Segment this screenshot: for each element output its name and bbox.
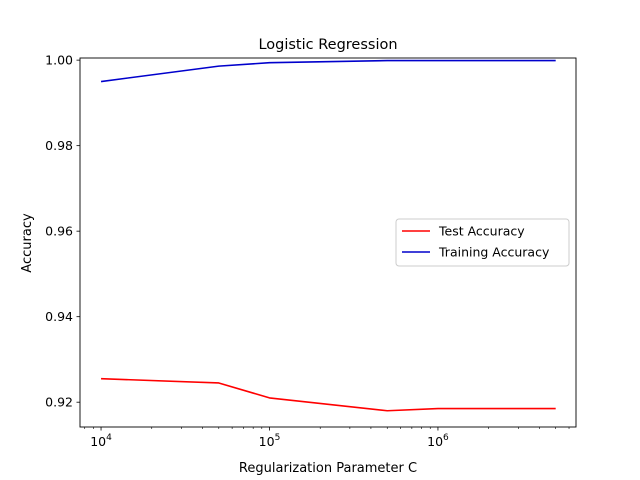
legend-label: Training Accuracy — [438, 245, 550, 260]
chart-title: Logistic Regression — [258, 37, 397, 53]
y-axis-label: Accuracy — [20, 213, 35, 273]
y-tick-label: 1.00 — [45, 53, 73, 68]
y-tick-label: 0.98 — [45, 138, 73, 153]
axes-frame — [79, 57, 577, 428]
y-tick-label: 0.94 — [45, 309, 73, 324]
legend-label: Test Accuracy — [438, 224, 525, 239]
y-tick-label: 0.96 — [45, 224, 73, 239]
legend: Test Accuracy Training Accuracy — [395, 218, 570, 267]
y-tick-label: 0.92 — [45, 395, 73, 410]
legend-box — [395, 218, 570, 267]
series-line-test-accuracy — [101, 377, 556, 412]
series-line-training-accuracy — [100, 59, 556, 83]
x-axis-label: Regularization Parameter C — [239, 461, 417, 476]
